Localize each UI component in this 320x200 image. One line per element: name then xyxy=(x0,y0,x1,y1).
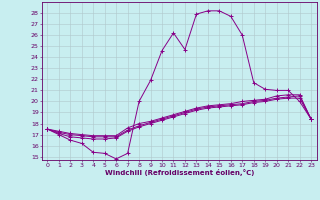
X-axis label: Windchill (Refroidissement éolien,°C): Windchill (Refroidissement éolien,°C) xyxy=(105,169,254,176)
